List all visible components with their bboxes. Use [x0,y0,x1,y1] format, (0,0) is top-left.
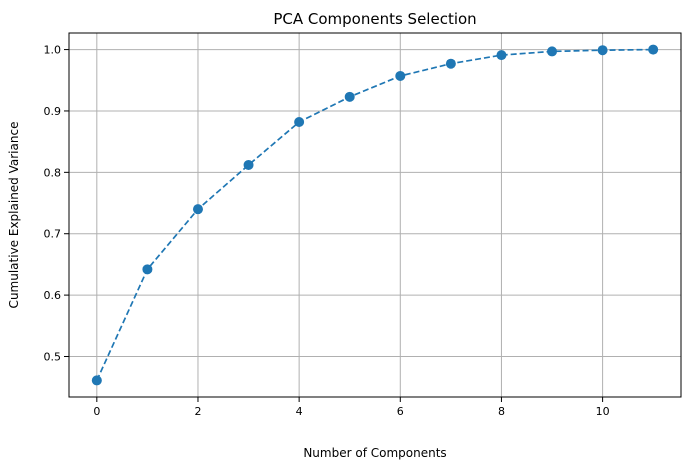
x-tick-label: 2 [194,405,201,418]
y-tick-label: 0.5 [44,350,62,363]
series-line [96,48,654,381]
x-tick-label: 6 [397,405,404,418]
data-point [547,46,558,57]
axis-ticks: 0 2 4 6 8 10 0.5 0.6 0.7 0.8 0.9 1.0 [44,44,610,418]
data-point [142,264,153,275]
data-point [445,58,456,69]
x-tick-label: 0 [93,405,100,418]
plot-area-frame [68,32,682,398]
data-point [294,117,305,128]
x-tick-label: 4 [296,405,303,418]
y-tick-label: 0.6 [44,289,62,302]
y-tick-label: 1.0 [44,44,62,57]
y-tick-label: 0.8 [44,166,62,179]
data-point [597,45,608,56]
y-tick-label: 0.9 [44,105,62,118]
x-tick-label: 10 [596,405,610,418]
data-point [192,204,203,215]
data-point [243,159,254,170]
data-point [648,44,659,55]
y-tick-label: 0.7 [44,228,62,241]
y-axis-label: Cumulative Explained Variance [7,122,21,309]
chart-title: PCA Components Selection [273,10,476,28]
x-axis-label: Number of Components [303,446,446,460]
data-point [395,70,406,81]
data-point [344,91,355,102]
grid-lines [69,33,681,397]
data-point [496,50,507,61]
data-point [91,375,102,386]
series-layer [91,44,659,386]
x-tick-label: 8 [498,405,505,418]
